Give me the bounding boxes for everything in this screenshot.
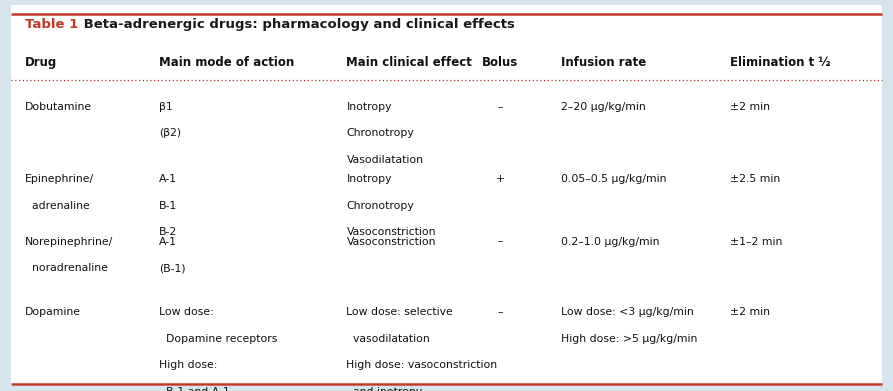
Text: Inotropy: Inotropy <box>346 102 392 112</box>
Text: ±1–2 min: ±1–2 min <box>730 237 783 247</box>
Text: Main mode of action: Main mode of action <box>159 56 294 69</box>
Text: 2–20 μg/kg/min: 2–20 μg/kg/min <box>561 102 646 112</box>
Text: B-1 and A-1: B-1 and A-1 <box>159 387 230 391</box>
Text: (B-1): (B-1) <box>159 263 186 273</box>
Text: Vasoconstriction: Vasoconstriction <box>346 237 436 247</box>
Text: Norepinephrine/: Norepinephrine/ <box>25 237 113 247</box>
Text: ±2 min: ±2 min <box>730 307 771 317</box>
Text: A-1: A-1 <box>159 174 177 184</box>
Text: A-1: A-1 <box>159 237 177 247</box>
Text: β1: β1 <box>159 102 172 112</box>
Text: Chronotropy: Chronotropy <box>346 128 414 138</box>
Text: noradrenaline: noradrenaline <box>25 263 108 273</box>
Text: –: – <box>497 307 503 317</box>
Text: and inotropy: and inotropy <box>346 387 422 391</box>
Text: B-2: B-2 <box>159 227 177 237</box>
Text: High dose:: High dose: <box>159 360 217 370</box>
Text: 0.2–1.0 μg/kg/min: 0.2–1.0 μg/kg/min <box>561 237 659 247</box>
Text: B-1: B-1 <box>159 201 177 211</box>
Text: Dopamine receptors: Dopamine receptors <box>159 334 278 344</box>
Text: +: + <box>496 174 505 184</box>
Text: Vasodilatation: Vasodilatation <box>346 155 423 165</box>
Text: 0.05–0.5 μg/kg/min: 0.05–0.5 μg/kg/min <box>561 174 666 184</box>
Text: Low dose: selective: Low dose: selective <box>346 307 454 317</box>
Text: Bolus: Bolus <box>482 56 518 69</box>
Text: High dose: >5 μg/kg/min: High dose: >5 μg/kg/min <box>561 334 697 344</box>
Text: ±2.5 min: ±2.5 min <box>730 174 780 184</box>
Text: ±2 min: ±2 min <box>730 102 771 112</box>
Text: Beta-adrenergic drugs: pharmacology and clinical effects: Beta-adrenergic drugs: pharmacology and … <box>79 18 514 31</box>
Text: Dopamine: Dopamine <box>25 307 81 317</box>
Text: –: – <box>497 237 503 247</box>
Text: Main clinical effect: Main clinical effect <box>346 56 472 69</box>
Text: Chronotropy: Chronotropy <box>346 201 414 211</box>
Text: Dobutamine: Dobutamine <box>25 102 92 112</box>
FancyBboxPatch shape <box>11 5 882 386</box>
Text: Infusion rate: Infusion rate <box>561 56 646 69</box>
Text: Low dose: <3 μg/kg/min: Low dose: <3 μg/kg/min <box>561 307 694 317</box>
Text: Drug: Drug <box>25 56 57 69</box>
Text: Vasoconstriction: Vasoconstriction <box>346 227 436 237</box>
Text: vasodilatation: vasodilatation <box>346 334 430 344</box>
Text: High dose: vasoconstriction: High dose: vasoconstriction <box>346 360 497 370</box>
Text: Elimination t ½: Elimination t ½ <box>730 56 831 69</box>
Text: Epinephrine/: Epinephrine/ <box>25 174 94 184</box>
Text: (β2): (β2) <box>159 128 181 138</box>
Text: Inotropy: Inotropy <box>346 174 392 184</box>
Text: –: – <box>497 102 503 112</box>
Text: Low dose:: Low dose: <box>159 307 213 317</box>
Text: Table 1: Table 1 <box>25 18 79 31</box>
Text: adrenaline: adrenaline <box>25 201 90 211</box>
